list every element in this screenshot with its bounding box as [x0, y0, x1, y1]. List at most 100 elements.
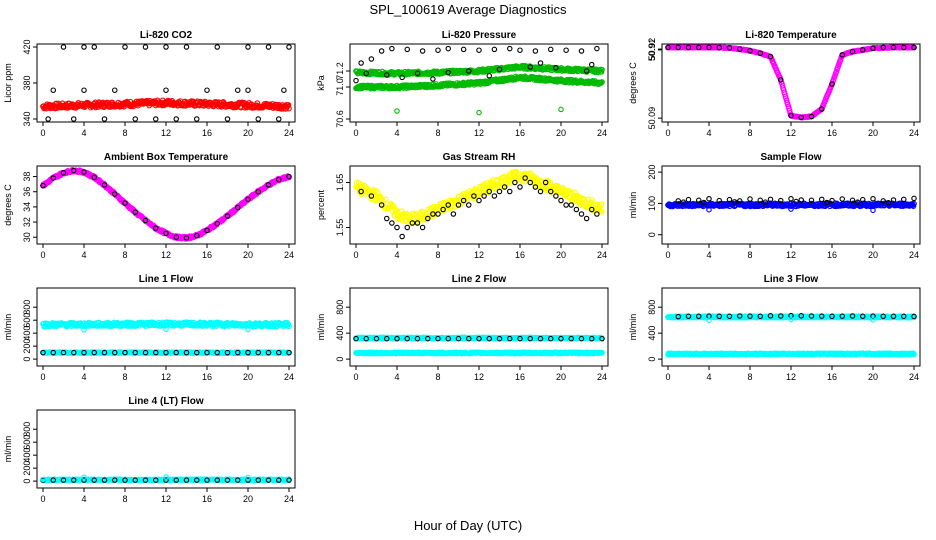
- y-tick-label: 70.6: [335, 110, 345, 128]
- series-mean: [665, 44, 917, 121]
- data-point: [506, 188, 513, 195]
- x-tick-label: 4: [81, 372, 86, 382]
- data-point: [599, 79, 605, 85]
- x-tick-label: 8: [122, 250, 127, 260]
- data-point: [880, 44, 886, 51]
- data-point: [553, 193, 559, 199]
- data-point: [383, 215, 390, 222]
- y-axis-label: kPa: [316, 75, 326, 91]
- panel-title: Sample Flow: [760, 152, 821, 163]
- data-point: [553, 65, 559, 71]
- data-point: [394, 108, 400, 114]
- x-tick-label: 0: [665, 128, 670, 138]
- data-point: [91, 44, 98, 50]
- data-point: [122, 44, 128, 50]
- y-tick-label: 400: [335, 326, 345, 341]
- data-point: [716, 44, 722, 51]
- data-point: [736, 46, 743, 52]
- data-point: [486, 73, 492, 79]
- data-point: [394, 224, 400, 231]
- y-tick-label: 50.91: [647, 39, 657, 62]
- series-outliers: [394, 106, 564, 116]
- y-tick-label: 340: [22, 111, 32, 126]
- data-point: [363, 70, 369, 77]
- x-tick-label: 4: [394, 250, 399, 260]
- data-point: [245, 44, 251, 50]
- y-axis-label: Licor ppm: [3, 63, 13, 103]
- data-point: [214, 44, 221, 50]
- x-tick-label: 8: [747, 128, 752, 138]
- data-point: [465, 68, 472, 74]
- data-point: [404, 46, 410, 53]
- x-tick-label: 20: [243, 128, 253, 138]
- x-tick-label: 4: [81, 128, 86, 138]
- x-tick-label: 16: [515, 128, 525, 138]
- data-point: [547, 46, 554, 53]
- data-point: [706, 44, 712, 51]
- data-point: [404, 224, 410, 231]
- x-tick-label: 24: [597, 250, 607, 260]
- y-tick-label: 34: [22, 202, 32, 212]
- x-tick-label: 12: [474, 250, 484, 260]
- data-point: [275, 116, 282, 122]
- data-point: [112, 87, 118, 93]
- data-point: [558, 106, 564, 113]
- panel-title: Li-820 Pressure: [442, 30, 517, 41]
- x-tick-label: 12: [161, 372, 171, 382]
- x-tick-label: 20: [868, 250, 878, 260]
- y-axis-label: percent: [316, 189, 326, 220]
- y-axis-label: degrees C: [3, 184, 13, 226]
- x-tick-label: 0: [353, 250, 358, 260]
- data-point: [594, 45, 600, 52]
- x-tick-label: 0: [353, 372, 358, 382]
- data-point: [460, 46, 467, 53]
- data-point: [353, 77, 359, 84]
- x-tick-label: 24: [597, 128, 607, 138]
- series-lower: [353, 73, 605, 92]
- x-tick-label: 16: [202, 372, 212, 382]
- data-point: [430, 76, 436, 82]
- x-tick-label: 0: [40, 128, 45, 138]
- data-point: [445, 45, 451, 52]
- data-point: [808, 113, 815, 120]
- figure-title: SPL_100619 Average Diagnostics: [369, 2, 567, 17]
- data-point: [476, 109, 482, 116]
- data-point: [675, 44, 681, 51]
- data-point: [476, 47, 482, 53]
- x-tick-label: 24: [909, 250, 919, 260]
- panel-title: Li-820 CO2: [140, 30, 193, 41]
- data-point: [173, 116, 180, 122]
- series-outliers: [45, 44, 292, 122]
- plot-frame: [36, 43, 296, 123]
- x-tick-label: 8: [435, 250, 440, 260]
- data-point: [726, 45, 733, 51]
- data-point: [599, 66, 605, 73]
- x-tick-label: 16: [827, 128, 837, 138]
- x-tick-label: 12: [474, 128, 484, 138]
- y-tick-label: 0: [647, 232, 657, 237]
- y-tick-label: 100: [647, 196, 657, 211]
- data-point: [496, 66, 503, 73]
- data-point: [757, 50, 763, 56]
- data-point: [788, 195, 794, 202]
- x-tick-label: 0: [665, 250, 670, 260]
- data-point: [285, 102, 292, 108]
- data-point: [859, 47, 866, 53]
- data-point: [265, 44, 272, 50]
- data-point: [578, 211, 585, 217]
- data-point: [818, 106, 825, 112]
- data-point: [890, 44, 897, 51]
- plot-frame: [661, 43, 921, 123]
- data-point: [132, 116, 139, 122]
- x-tick-label: 8: [747, 250, 752, 260]
- data-point: [383, 72, 390, 78]
- y-tick-label: 800: [335, 300, 345, 315]
- data-point: [747, 47, 753, 54]
- series-upper: [353, 62, 605, 78]
- x-tick-label: 20: [243, 372, 253, 382]
- data-point: [798, 114, 804, 121]
